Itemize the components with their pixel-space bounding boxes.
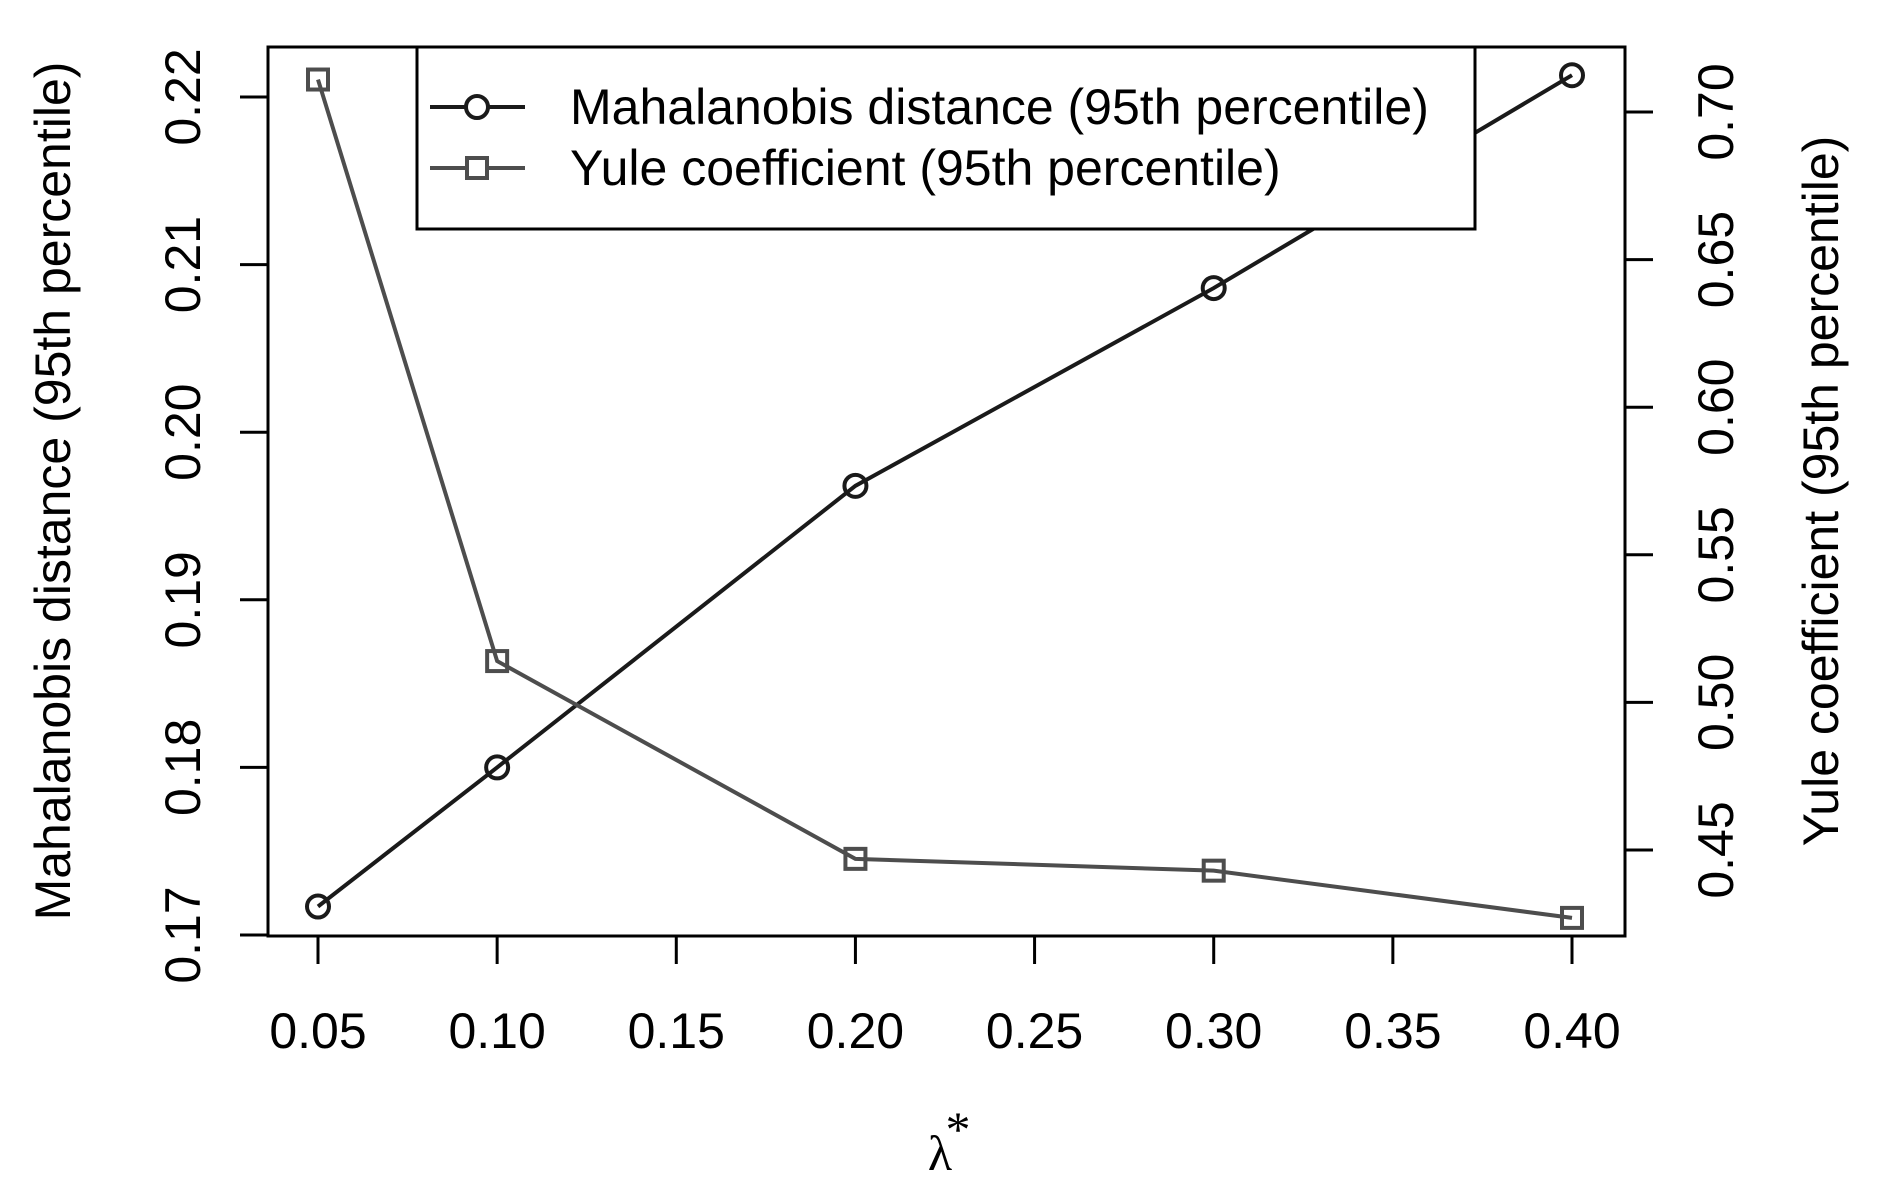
y-left-tick-label: 0.17 <box>155 886 211 983</box>
data-point-mahalanobis <box>1200 275 1227 302</box>
x-tick-label: 0.35 <box>1344 1003 1441 1059</box>
data-point-mahalanobis <box>484 754 511 781</box>
data-point-yule <box>485 649 510 674</box>
x-axis-title-superscript: * <box>946 1101 971 1157</box>
data-point-yule <box>843 846 868 871</box>
x-tick-label: 0.05 <box>269 1003 366 1059</box>
y-left-tick-label: 0.21 <box>155 216 211 313</box>
y-axis-right-title: Yule coefficient (95th percentile) <box>1793 136 1849 847</box>
x-tick-label: 0.20 <box>807 1003 904 1059</box>
data-point-mahalanobis <box>842 472 869 499</box>
data-point-yule <box>1560 905 1584 930</box>
data-point-yule <box>306 67 330 92</box>
y-left-tick-label: 0.22 <box>155 48 211 145</box>
x-tick-label: 0.15 <box>628 1003 725 1059</box>
legend-box <box>415 45 1477 231</box>
legend-marker-square <box>465 156 489 180</box>
legend-label-yule: Yule coefficient (95th percentile) <box>570 140 1281 196</box>
y-right-tick-label: 0.50 <box>1688 654 1744 751</box>
x-tick-label: 0.30 <box>1165 1003 1262 1059</box>
x-axis-title: λ * <box>928 1101 971 1181</box>
y-right-tick-label: 0.60 <box>1688 359 1744 456</box>
data-point-mahalanobis <box>305 893 331 920</box>
legend-marker-circle <box>464 94 490 120</box>
legend-label-mahalanobis: Mahalanobis distance (95th percentile) <box>570 79 1429 135</box>
x-axis: 0.05 0.10 0.15 0.20 0.25 0.30 0.35 0.40 <box>269 934 1621 1059</box>
legend: Mahalanobis distance (95th percentile) Y… <box>415 45 1477 231</box>
data-point-mahalanobis <box>1559 62 1585 89</box>
y-axis-left: 0.17 0.18 0.19 0.20 0.21 0.22 <box>155 48 270 984</box>
y-right-tick-label: 0.65 <box>1688 211 1744 308</box>
series-line-yule <box>316 78 1573 920</box>
x-tick-label: 0.25 <box>986 1003 1083 1059</box>
x-tick-label: 0.10 <box>448 1003 545 1059</box>
y-axis-right: 0.45 0.50 0.55 0.60 0.65 0.70 <box>1623 63 1744 899</box>
y-left-tick-label: 0.20 <box>155 384 211 481</box>
y-right-tick-label: 0.45 <box>1688 801 1744 898</box>
x-tick-label: 0.40 <box>1523 1003 1620 1059</box>
y-right-tick-label: 0.70 <box>1688 63 1744 160</box>
data-point-yule <box>1201 858 1226 883</box>
y-left-tick-label: 0.18 <box>155 719 211 816</box>
y-right-tick-label: 0.55 <box>1688 506 1744 603</box>
y-left-tick-label: 0.19 <box>155 551 211 648</box>
x-axis-title-symbol: λ <box>928 1125 952 1181</box>
y-axis-left-title: Mahalanobis distance (95th percentile) <box>25 62 81 921</box>
